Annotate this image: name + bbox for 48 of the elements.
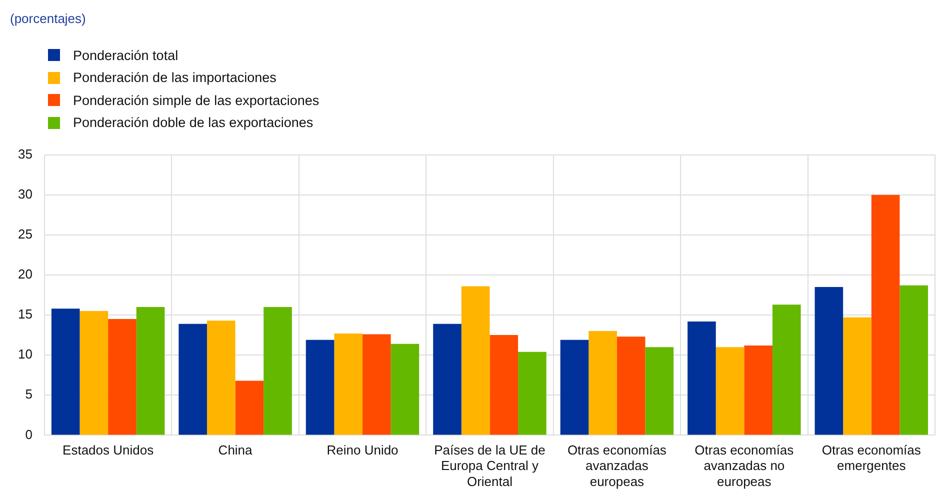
y-tick-label: 20 bbox=[18, 266, 32, 282]
legend-label: Ponderación de las importaciones bbox=[73, 70, 276, 86]
bar bbox=[814, 286, 844, 435]
y-tick-label: 0 bbox=[25, 426, 32, 442]
bar bbox=[108, 319, 136, 435]
bar bbox=[206, 320, 236, 435]
bar bbox=[518, 352, 546, 435]
bar bbox=[136, 307, 165, 435]
x-tick-label: Otras economías avanzadas no europeas bbox=[694, 442, 794, 489]
bar bbox=[900, 285, 928, 435]
y-tick-label: 30 bbox=[18, 186, 32, 202]
bar bbox=[688, 321, 716, 435]
bar bbox=[235, 380, 264, 435]
bar bbox=[178, 324, 207, 435]
bar bbox=[490, 335, 518, 435]
bar bbox=[362, 334, 391, 435]
x-tick-label: Reino Unido bbox=[326, 442, 398, 458]
y-tick-label: 5 bbox=[25, 386, 32, 402]
bar bbox=[560, 340, 589, 435]
y-tick-label: 15 bbox=[18, 306, 32, 322]
chart-subtitle: (porcentajes) bbox=[10, 11, 86, 26]
bar bbox=[461, 286, 490, 435]
bar bbox=[433, 324, 462, 435]
bar bbox=[616, 336, 646, 435]
legend-label: Ponderación simple de las exportaciones bbox=[73, 92, 320, 108]
bar bbox=[645, 347, 674, 435]
x-tick-label: China bbox=[218, 442, 254, 458]
x-tick-label: Países de la UE de Europa Central y Oriental bbox=[434, 442, 546, 489]
y-tick-label: 10 bbox=[18, 346, 32, 362]
bar bbox=[843, 317, 872, 435]
bar bbox=[306, 340, 334, 435]
bar bbox=[871, 194, 900, 435]
bar bbox=[716, 347, 744, 435]
legend-label: Ponderación doble de las exportaciones bbox=[73, 115, 314, 130]
bar bbox=[264, 307, 292, 435]
bar bbox=[390, 344, 420, 435]
bar bbox=[80, 311, 108, 435]
bar bbox=[744, 345, 772, 435]
x-tick-label: Estados Unidos bbox=[62, 442, 154, 458]
bar bbox=[588, 331, 617, 435]
y-tick-label: 25 bbox=[18, 226, 32, 242]
x-tick-label: Otras economías avanzadas europeas bbox=[567, 442, 667, 489]
y-tick-label: 35 bbox=[18, 146, 32, 162]
bar bbox=[51, 308, 80, 435]
legend-label: Ponderación total bbox=[73, 48, 178, 63]
bar bbox=[772, 304, 801, 435]
bar bbox=[334, 333, 363, 435]
x-tick-label: Otras economías emergentes bbox=[822, 442, 922, 474]
